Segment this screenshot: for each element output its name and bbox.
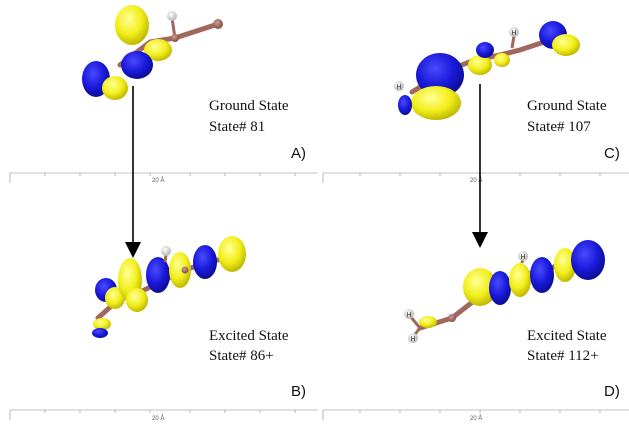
hydrogen-atom [394,81,404,91]
state-number-a: State# 81 [209,119,266,135]
orbital-lobe-positive [509,263,531,297]
state-number-b: State# 86+ [209,348,274,364]
orbital-lobe-positive [411,86,461,120]
ruler-bottom-left [9,409,318,420]
ruler-label-b: 20 Å [152,416,165,422]
hydrogen-atom [408,333,418,343]
atom-label-h: H [406,312,411,319]
orbital-lobe-positive [115,5,149,45]
orbital-lobe-positive [419,316,437,328]
orbital-lobe-positive [169,252,191,288]
hydrogen-atom [161,246,171,256]
carbon-atom [448,314,456,322]
orbital-lobe-positive [218,236,246,272]
orbital-lobe-negative [193,245,217,279]
panel-label-a: A) [291,145,306,162]
orbital-lobe-positive [554,248,576,282]
orbital-lobe-positive [102,76,128,100]
orbital-lobe-positive [144,39,172,61]
orbital-lobe-negative [489,271,511,305]
orbital-lobe-negative [146,257,170,293]
state-title-d: Excited State [527,328,607,344]
orbital-lobe-positive [126,288,148,312]
atom-label-h: H [410,336,415,343]
carbon-atom [171,34,179,42]
orbital-lobe-positive [463,268,497,306]
state-number-d: State# 112+ [527,348,599,364]
molecule-a [82,5,223,100]
molecule-d: H H H [404,240,605,343]
orbital-lobe-negative [121,51,153,79]
orbital-lobe-positive [552,34,580,56]
orbital-lobe-negative [476,42,494,58]
hydrogen-atom [167,11,177,21]
ruler-label-d: 20 Å [470,416,483,422]
panel-label-c: C) [604,145,620,162]
state-title-c: Ground State [527,98,607,114]
ruler-label-a: 20 Å [152,178,165,184]
state-title-b: Excited State [209,328,289,344]
molecule-c: H H [394,21,580,120]
carbon-atom [213,19,223,29]
hydrogen-atom [404,309,414,319]
orbital-lobe-negative [416,53,464,97]
orbital-lobe-negative [571,240,605,280]
ruler-top-right [322,172,629,183]
state-number-c: State# 107 [527,119,591,135]
ruler-bottom-right [322,409,629,420]
hydrogen-atom [509,27,519,37]
orbital-lobe-positive [105,287,125,309]
orbital-lobe-positive [494,53,510,67]
orbital-lobe-negative [92,328,108,338]
state-title-a: Ground State [209,98,289,114]
atom-label-h: H [520,254,525,261]
ruler-top-left [9,172,318,183]
panel-label-d: D) [604,383,620,400]
carbon-atom [181,266,189,274]
panel-label-b: B) [291,383,306,400]
atom-label-h: H [396,84,401,91]
atom-label-h: H [511,30,516,37]
orbital-lobe-positive [468,55,492,75]
orbital-lobe-negative [398,95,412,115]
orbital-lobe-negative [530,257,554,293]
molecule-b [92,236,246,338]
orbital-lobe-positive [93,318,111,330]
hydrogen-atom [518,251,528,261]
ruler-label-c: 20 Å [470,178,483,184]
